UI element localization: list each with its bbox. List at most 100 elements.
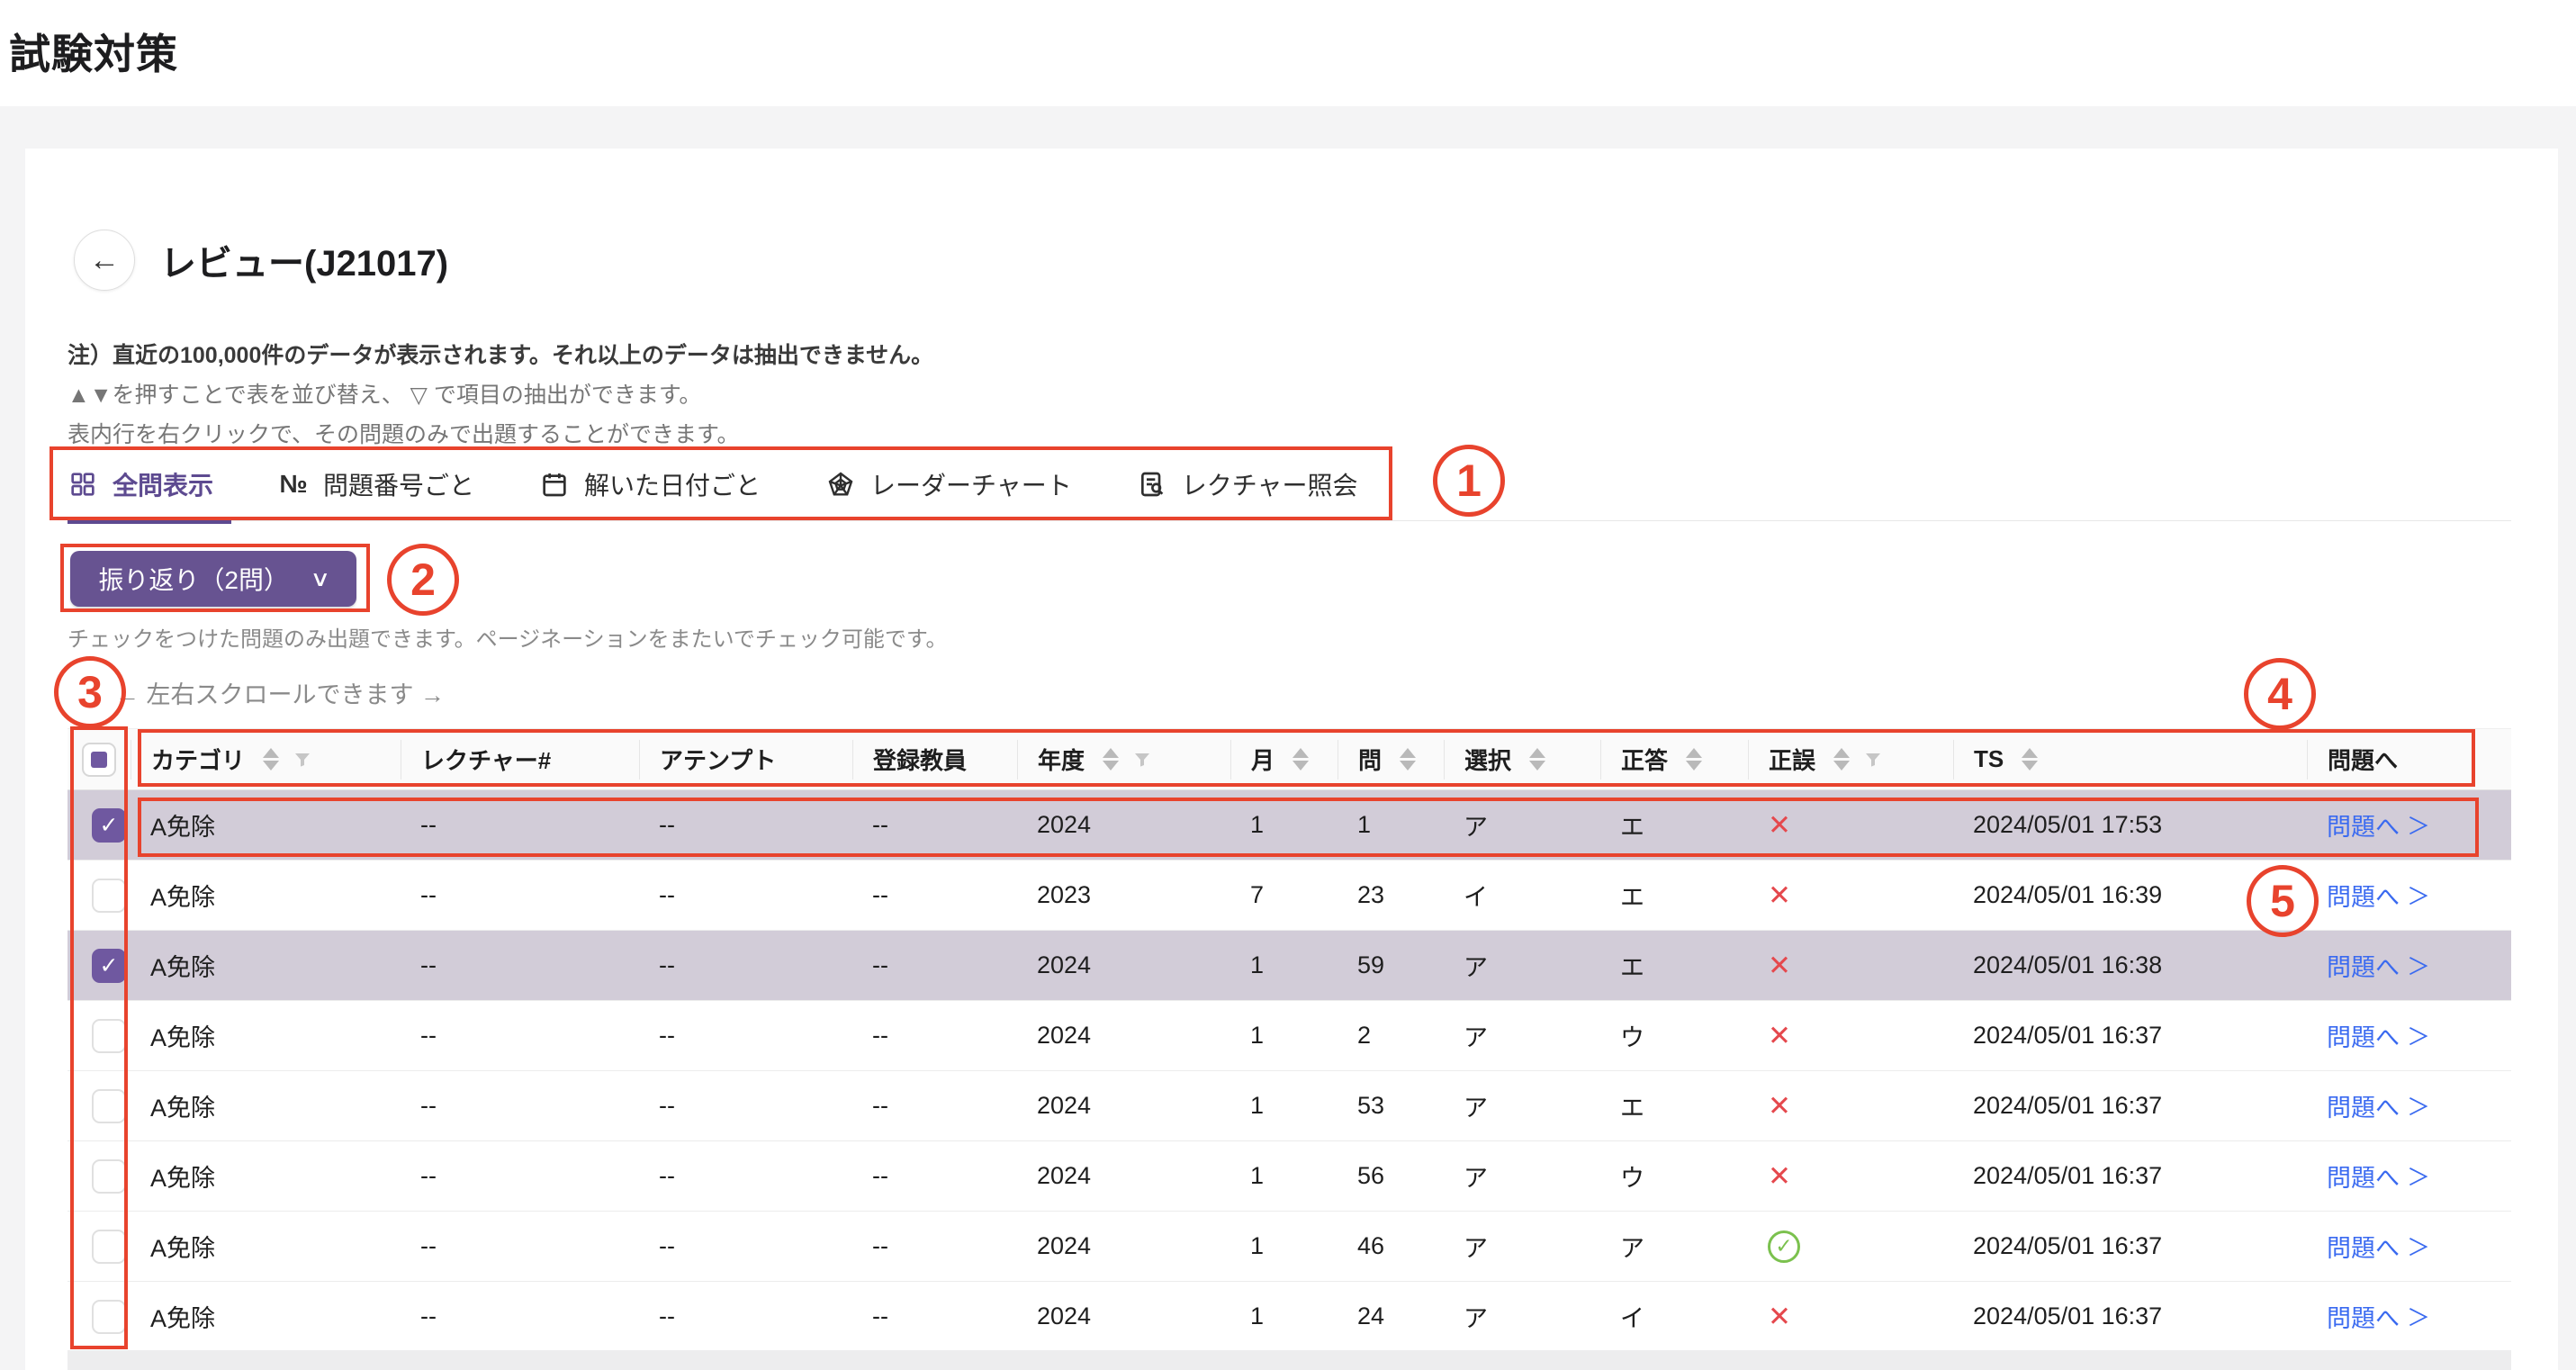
chevron-right-icon: ＞ bbox=[2407, 1234, 2431, 1261]
cell-result: ✕ bbox=[1748, 809, 1953, 842]
table-row-1[interactable]: A免除 -- -- -- 2024 1 1 ア エ ✕ 2024/05/01 17:53 問題へ ＞ bbox=[68, 790, 2511, 861]
cell-link: 問題へ ＞ bbox=[2307, 1158, 2506, 1194]
column-header-cat[interactable]: カテゴリ bbox=[131, 739, 401, 780]
row-checkbox-checked[interactable] bbox=[92, 807, 126, 843]
table-row-3[interactable]: A免除 -- -- -- 2024 1 59 ア エ ✕ 2024/05/01 16:38 問題へ ＞ bbox=[68, 931, 2511, 1001]
column-label: 正答 bbox=[1621, 747, 1669, 774]
column-label: TS bbox=[1974, 745, 2004, 772]
tab-4[interactable]: レーダーチャート bbox=[825, 466, 1072, 502]
cell-choice: ア bbox=[1464, 1024, 1488, 1051]
sort-icon[interactable] bbox=[1529, 748, 1546, 771]
back-button[interactable]: ← bbox=[74, 230, 135, 291]
tab-5[interactable]: レクチャー照会 bbox=[1137, 466, 1358, 502]
filter-icon[interactable] bbox=[1133, 751, 1151, 769]
review-dropdown-button[interactable]: 振り返り（2問） ∨ bbox=[70, 551, 356, 607]
back-arrow-icon: ← bbox=[89, 242, 120, 277]
sort-icon[interactable] bbox=[1833, 748, 1851, 771]
column-header-teacher[interactable]: 登録教員 bbox=[852, 739, 1017, 780]
results-table: カテゴリ レクチャー# アテンプト 登録教員 年度 月 問 選択 正答 正誤 TS 問題へ A免除 --… bbox=[68, 728, 2511, 1352]
cell-lecture: -- bbox=[420, 881, 437, 908]
cell-correct: エ bbox=[1620, 1095, 1644, 1122]
cell-correct: ウ bbox=[1620, 1165, 1644, 1192]
sort-icon[interactable] bbox=[1400, 748, 1417, 771]
go-to-question-link[interactable]: 問題へ ＞ bbox=[2327, 807, 2430, 843]
row-checkbox-unchecked[interactable] bbox=[92, 1018, 126, 1053]
link-label: 問題へ bbox=[2327, 1165, 2400, 1192]
row-checkbox-unchecked[interactable] bbox=[92, 1299, 126, 1334]
row-checkbox-checked[interactable] bbox=[92, 948, 126, 983]
column-header-choice[interactable]: 選択 bbox=[1444, 739, 1600, 780]
row-checkbox-unchecked[interactable] bbox=[92, 1088, 126, 1123]
sort-icon[interactable] bbox=[263, 748, 280, 771]
go-to-question-link[interactable]: 問題へ ＞ bbox=[2327, 1158, 2430, 1194]
go-to-question-link[interactable]: 問題へ ＞ bbox=[2327, 1229, 2430, 1264]
table-header-row: カテゴリ レクチャー# アテンプト 登録教員 年度 月 問 選択 正答 正誤 TS 問題へ bbox=[68, 728, 2511, 790]
go-to-question-link[interactable]: 問題へ ＞ bbox=[2327, 1088, 2430, 1123]
column-header-attempt[interactable]: アテンプト bbox=[639, 739, 852, 780]
filter-icon[interactable] bbox=[293, 751, 311, 769]
column-header-lecture[interactable]: レクチャー# bbox=[401, 739, 639, 780]
horizontal-scrollbar[interactable] bbox=[68, 1350, 2511, 1370]
column-label: 年度 bbox=[1038, 747, 1085, 774]
go-to-question-link[interactable]: 問題へ ＞ bbox=[2327, 948, 2430, 983]
column-header-ts[interactable]: TS bbox=[1953, 739, 2307, 780]
cell-correct: エ bbox=[1620, 814, 1644, 841]
cell-result: ✕ bbox=[1748, 1301, 1953, 1333]
row-checkbox-cell bbox=[68, 948, 131, 983]
column-header-month[interactable]: 月 bbox=[1230, 739, 1338, 780]
cell-teacher: -- bbox=[872, 1092, 888, 1119]
cell-cat: A免除 bbox=[150, 1235, 216, 1262]
view-tabs: 全問表示 № 問題番号ごと 解いた日付ごと レーダーチャート レクチャー照会 bbox=[68, 448, 2511, 524]
row-checkbox-unchecked[interactable] bbox=[92, 1158, 126, 1194]
card-title: レビュー(J21017) bbox=[160, 244, 449, 284]
table-row-5[interactable]: A免除 -- -- -- 2024 1 53 ア エ ✕ 2024/05/01 16:37 問題へ ＞ bbox=[68, 1071, 2511, 1141]
go-to-question-link[interactable]: 問題へ ＞ bbox=[2327, 1018, 2430, 1053]
tab-1[interactable]: 全問表示 bbox=[68, 466, 213, 502]
go-to-question-link[interactable]: 問題へ ＞ bbox=[2327, 878, 2430, 913]
cell-correct: エ bbox=[1620, 884, 1644, 911]
row-checkbox-unchecked[interactable] bbox=[92, 1229, 126, 1264]
column-header-year[interactable]: 年度 bbox=[1017, 739, 1230, 780]
cell-correct: ア bbox=[1620, 1235, 1644, 1262]
column-header-link[interactable]: 問題へ bbox=[2307, 739, 2506, 780]
select-all-checkbox[interactable] bbox=[82, 742, 116, 777]
cell-q: 2 bbox=[1357, 1022, 1372, 1049]
cell-q: 46 bbox=[1357, 1232, 1385, 1259]
cell-teacher: -- bbox=[872, 1232, 888, 1259]
cell-year: 2024 bbox=[1037, 951, 1092, 978]
table-row-2[interactable]: A免除 -- -- -- 2023 7 23 イ エ ✕ 2024/05/01 16:39 問題へ ＞ bbox=[68, 861, 2511, 931]
cell-teacher: -- bbox=[872, 1162, 888, 1189]
table-row-6[interactable]: A免除 -- -- -- 2024 1 56 ア ウ ✕ 2024/05/01 16:37 問題へ ＞ bbox=[68, 1141, 2511, 1212]
cell-attempt: -- bbox=[659, 1162, 675, 1189]
table-row-7[interactable]: A免除 -- -- -- 2024 1 46 ア ア ✓ 2024/05/01 16:37 問題へ ＞ bbox=[68, 1212, 2511, 1282]
column-header-correct[interactable]: 正答 bbox=[1600, 739, 1748, 780]
tab-3[interactable]: 解いた日付ごと bbox=[539, 466, 761, 502]
link-label: 問題へ bbox=[2327, 1024, 2400, 1051]
cell-year: 2023 bbox=[1037, 881, 1092, 908]
sort-icon[interactable] bbox=[1686, 748, 1703, 771]
cell-ts: 2024/05/01 16:37 bbox=[1973, 1092, 2163, 1119]
wrong-x-icon: ✕ bbox=[1768, 1300, 1791, 1332]
chevron-down-icon: ∨ bbox=[310, 566, 331, 591]
link-label: 問題へ bbox=[2327, 954, 2400, 981]
table-row-4[interactable]: A免除 -- -- -- 2024 1 2 ア ウ ✕ 2024/05/01 16:37 問題へ ＞ bbox=[68, 1001, 2511, 1071]
tab-label: 問題番号ごと bbox=[323, 472, 475, 500]
go-to-question-link[interactable]: 問題へ ＞ bbox=[2327, 1299, 2430, 1334]
column-header-result[interactable]: 正誤 bbox=[1748, 739, 1953, 780]
cell-month: 1 bbox=[1250, 1232, 1265, 1259]
cell-ts: 2024/05/01 16:38 bbox=[1973, 951, 2163, 978]
filter-icon[interactable] bbox=[1864, 751, 1882, 769]
table-row-8[interactable]: A免除 -- -- -- 2024 1 24 ア イ ✕ 2024/05/01 16:37 問題へ ＞ bbox=[68, 1282, 2511, 1352]
row-checkbox-unchecked[interactable] bbox=[92, 878, 126, 913]
sort-icon[interactable] bbox=[2022, 748, 2039, 771]
tab-2[interactable]: № 問題番号ごと bbox=[278, 466, 474, 502]
notes: 注）直近の100,000件のデータが表示されます。それ以上のデータは抽出できませ… bbox=[68, 336, 933, 455]
sort-icon[interactable] bbox=[1293, 748, 1310, 771]
column-header-q[interactable]: 問 bbox=[1338, 739, 1444, 780]
cell-month: 1 bbox=[1250, 951, 1265, 978]
numero-icon: № bbox=[279, 470, 308, 498]
cell-month: 1 bbox=[1250, 811, 1265, 838]
sort-icon[interactable] bbox=[1103, 748, 1120, 771]
cell-lecture: -- bbox=[420, 951, 437, 978]
